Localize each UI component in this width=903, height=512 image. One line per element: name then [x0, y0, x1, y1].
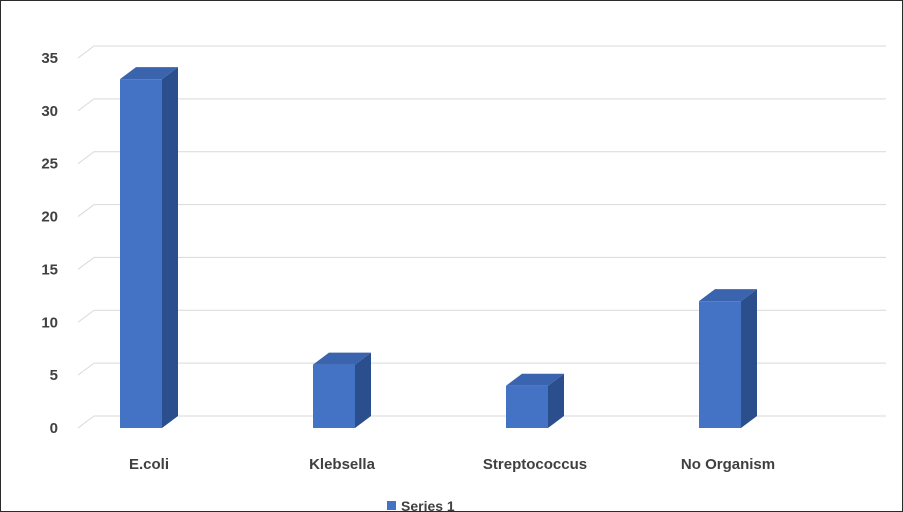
gridline-diagonal	[77, 257, 95, 270]
bar-side	[355, 352, 371, 428]
y-tick-label: 10	[41, 314, 58, 331]
bar-side	[548, 373, 564, 428]
bar-front	[506, 385, 548, 428]
gridline-diagonal	[77, 204, 95, 217]
y-tick-label: 0	[50, 420, 58, 437]
gridlines	[77, 45, 886, 429]
gridline-diagonal	[77, 151, 95, 165]
bar-top	[120, 67, 178, 80]
bar-side	[162, 67, 178, 429]
x-axis-labels: E.coli Klebsella Streptococcus No Organism	[129, 456, 775, 473]
legend: Series 1	[387, 498, 455, 512]
bar-side	[741, 289, 757, 428]
x-tick-label: No Organism	[681, 456, 775, 473]
y-axis-ticks: 0 5 10 15 20 25 30 35	[41, 50, 58, 437]
legend-swatch	[387, 501, 396, 510]
y-tick-label: 15	[41, 261, 58, 278]
legend-label: Series 1	[401, 498, 455, 512]
x-tick-label: E.coli	[129, 456, 169, 473]
gridline-diagonal	[77, 309, 95, 323]
bars	[120, 67, 757, 429]
x-tick-label: Streptococcus	[483, 456, 587, 473]
gridline-diagonal	[77, 45, 95, 59]
gridline-diagonal	[77, 362, 95, 376]
bar-front	[699, 301, 741, 428]
bar-top	[506, 373, 564, 386]
bar	[699, 289, 757, 428]
bar-front	[313, 364, 355, 428]
gridline-diagonal	[77, 98, 95, 112]
bar	[506, 373, 564, 428]
bar	[313, 352, 371, 428]
bar-top	[699, 289, 757, 302]
bar-front	[120, 79, 162, 429]
y-tick-label: 35	[41, 50, 58, 67]
bar	[120, 67, 178, 429]
y-tick-label: 20	[41, 209, 58, 226]
gridline-diagonal	[77, 415, 95, 429]
bar-top	[313, 352, 371, 365]
y-tick-label: 5	[50, 367, 58, 384]
y-tick-label: 25	[41, 156, 58, 173]
y-tick-label: 30	[41, 103, 58, 120]
x-tick-label: Klebsella	[309, 456, 376, 473]
